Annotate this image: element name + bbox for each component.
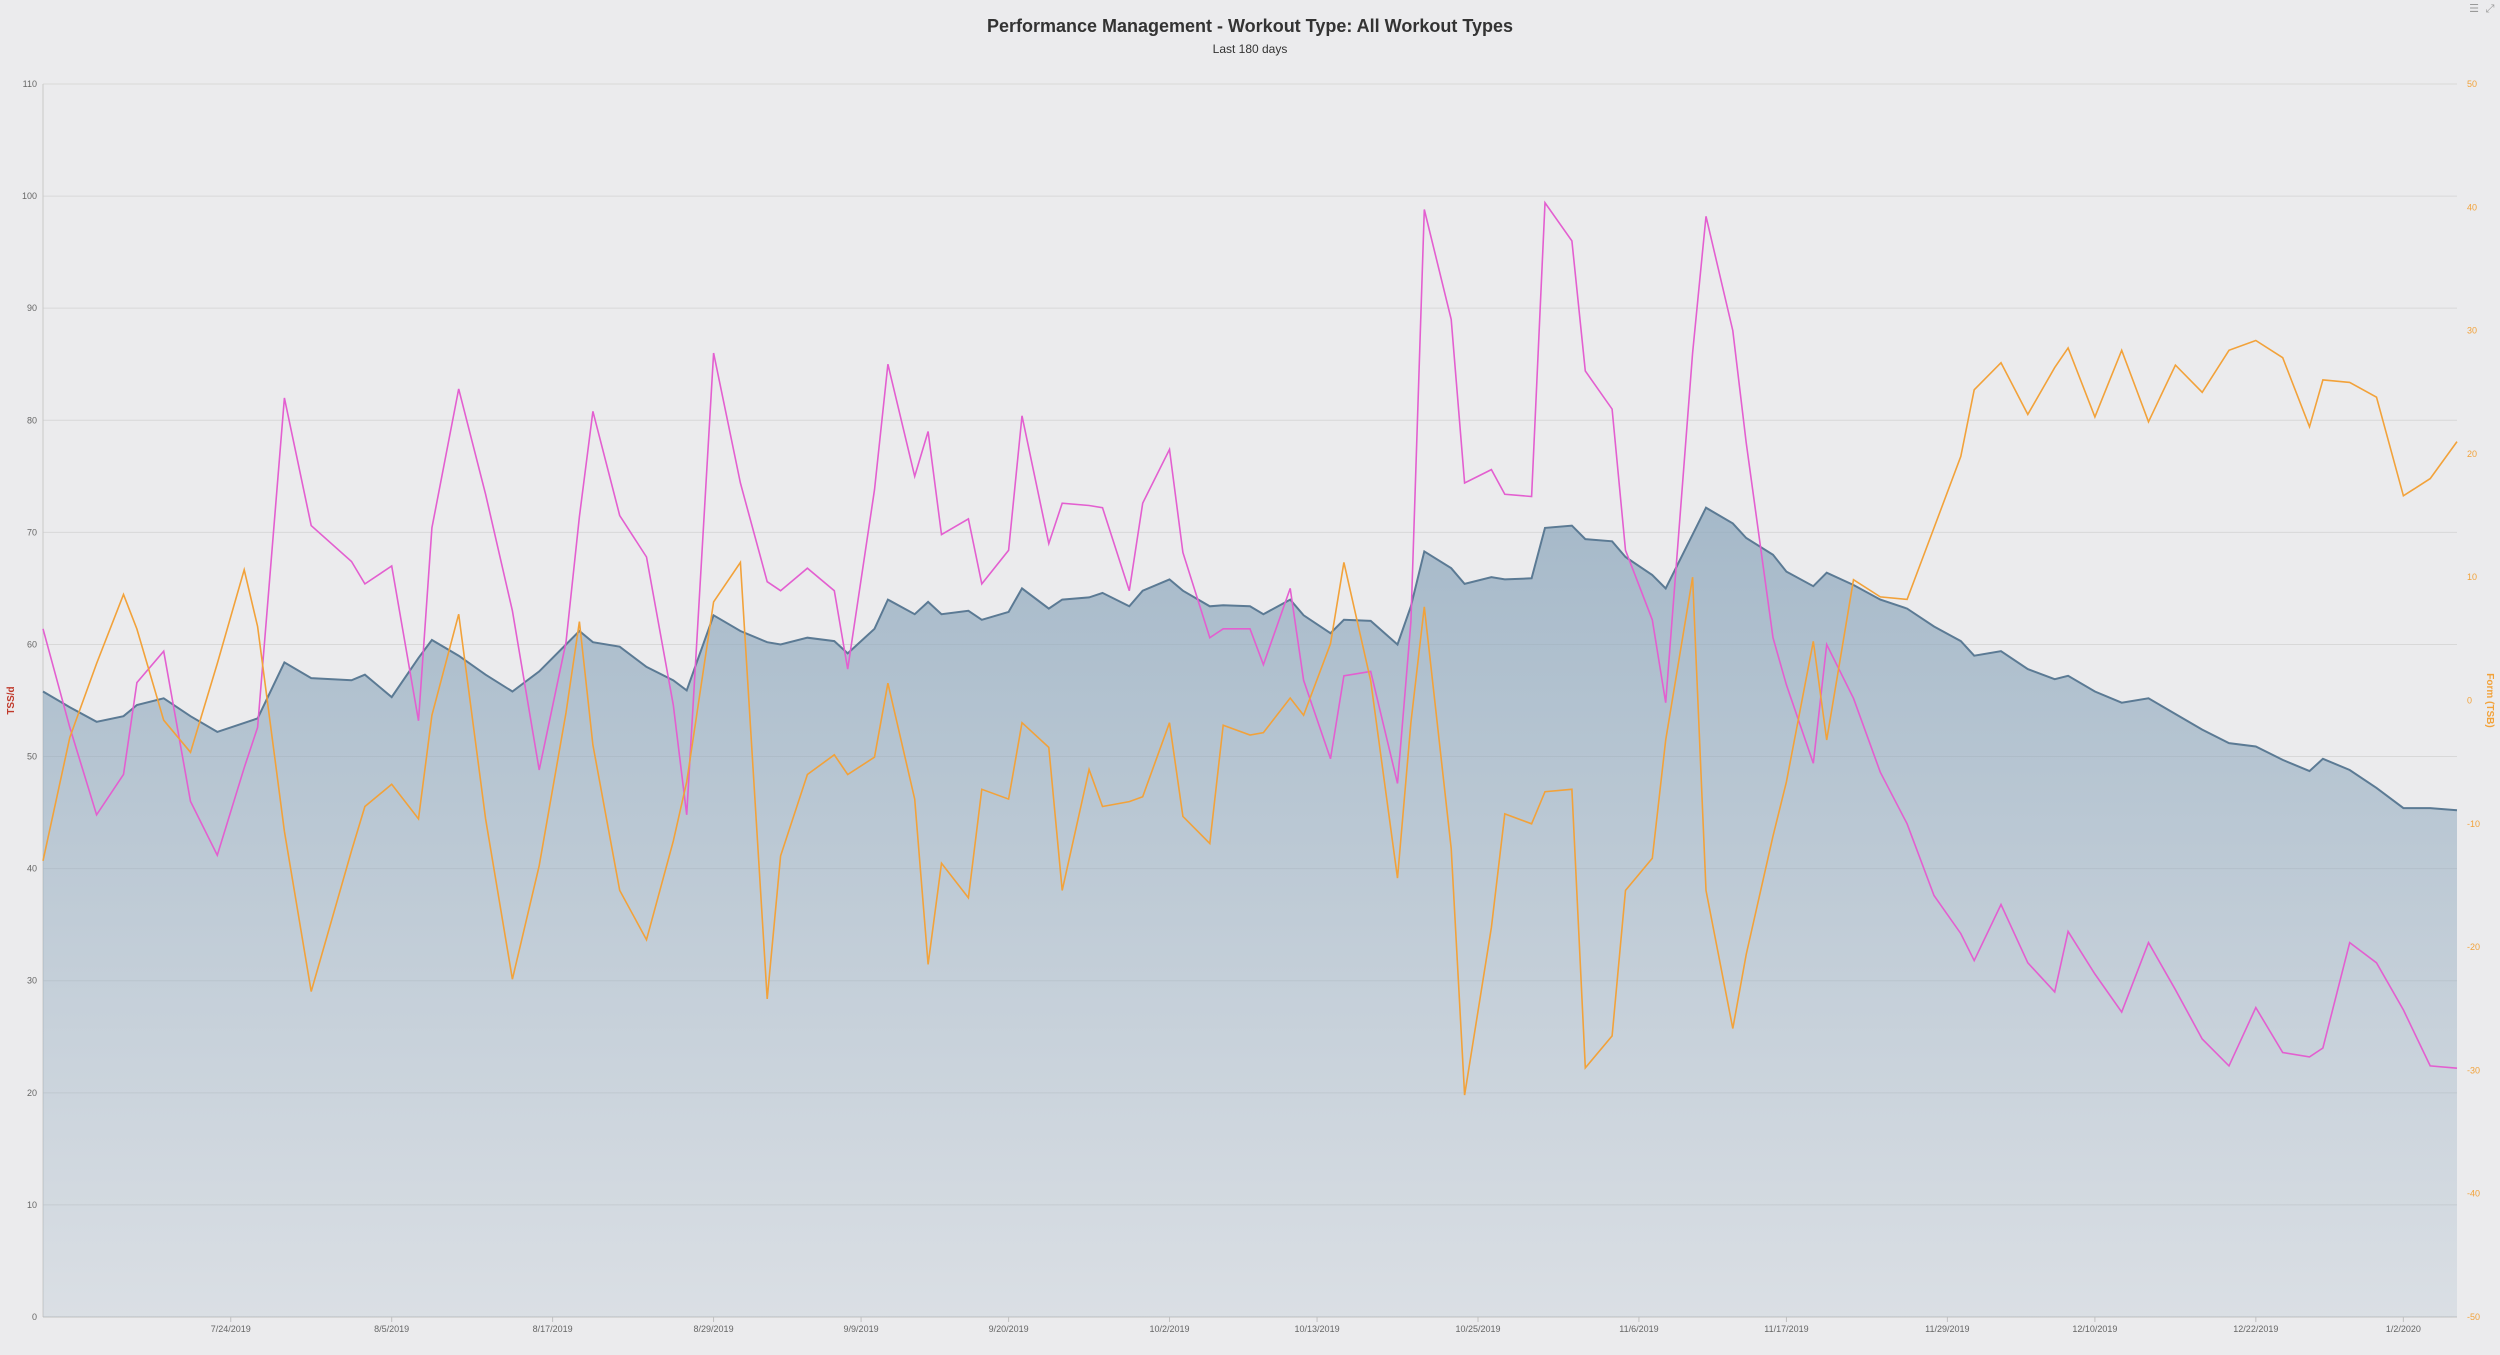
x-tick-label: 10/2/2019 <box>1150 1324 1190 1334</box>
y-right-tick-label: -10 <box>2467 819 2480 829</box>
x-tick-label: 8/17/2019 <box>533 1324 573 1334</box>
x-tick-label: 8/5/2019 <box>374 1324 409 1334</box>
y-tick-label: 10 <box>27 1200 37 1210</box>
x-tick-label: 11/29/2019 <box>1925 1324 1969 1334</box>
expand-icon[interactable]: ⤢ <box>2485 2 2495 15</box>
y-right-axis-title: Form (TSB) <box>2484 673 2495 727</box>
x-tick-label: 12/22/2019 <box>2233 1324 2278 1334</box>
x-tick-label: 10/25/2019 <box>1455 1324 1500 1334</box>
fitness-line <box>42 506 2458 812</box>
y-right-tick-label: 40 <box>2467 202 2477 212</box>
x-tick-label: 9/20/2019 <box>989 1324 1029 1334</box>
y-right-tick-label: 30 <box>2467 326 2477 336</box>
y-axis-title: TSS/d <box>6 686 17 714</box>
x-tick-label: 8/29/2019 <box>694 1324 734 1334</box>
y-tick-label: 40 <box>27 864 37 874</box>
y-right-tick-label: -40 <box>2467 1189 2480 1199</box>
chart-subtitle: Last 180 days <box>1212 42 1288 56</box>
y-right-tick-label: -30 <box>2467 1065 2480 1075</box>
y-right-tick-label: 50 <box>2467 79 2477 89</box>
y-right-tick-label: -20 <box>2467 942 2480 952</box>
x-tick-label: 11/6/2019 <box>1619 1324 1658 1334</box>
y-right-tick-label: 20 <box>2467 449 2477 459</box>
y-right-tick-label: -50 <box>2467 1312 2480 1322</box>
form-line <box>42 339 2458 1096</box>
y-right-tick-label: 0 <box>2467 696 2472 706</box>
y-tick-label: 100 <box>22 191 37 201</box>
x-tick-label: 7/24/2019 <box>211 1324 251 1334</box>
chart-title: Performance Management - Workout Type: A… <box>986 16 1514 36</box>
y-tick-label: 60 <box>27 639 37 649</box>
y-tick-label: 110 <box>23 79 37 89</box>
fatigue-line <box>42 200 2458 1069</box>
x-tick-label: 11/17/2019 <box>1764 1324 1808 1334</box>
fitness-area <box>43 507 2457 1317</box>
menu-icon[interactable]: ☰ <box>2469 2 2479 15</box>
y-tick-label: 30 <box>27 976 37 986</box>
y-tick-label: 70 <box>27 527 37 537</box>
y-tick-label: 0 <box>32 1312 37 1322</box>
x-tick-label: 10/13/2019 <box>1295 1324 1340 1334</box>
x-tick-label: 9/9/2019 <box>844 1324 879 1334</box>
y-tick-label: 20 <box>27 1088 37 1098</box>
y-right-tick-label: 10 <box>2467 572 2477 582</box>
x-tick-label: 12/10/2019 <box>2072 1324 2117 1334</box>
y-tick-label: 90 <box>27 303 37 313</box>
y-tick-label: 50 <box>27 752 37 762</box>
x-tick-label: 1/2/2020 <box>2386 1324 2421 1334</box>
y-tick-label: 80 <box>27 415 37 425</box>
